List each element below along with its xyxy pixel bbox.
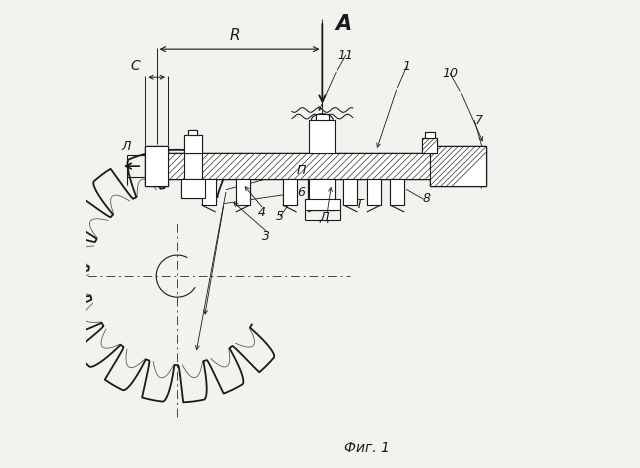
Text: 3: 3 <box>262 230 270 243</box>
Text: Д: Д <box>320 211 330 224</box>
Text: 8: 8 <box>423 192 431 205</box>
Bar <box>426 132 435 138</box>
Bar <box>184 135 202 153</box>
Bar <box>390 179 404 205</box>
Bar <box>308 179 323 205</box>
Bar <box>145 146 168 186</box>
Text: C: C <box>131 58 140 73</box>
Bar <box>180 179 205 198</box>
Text: Л: Л <box>121 140 131 153</box>
Text: 7: 7 <box>474 114 483 127</box>
Text: 1: 1 <box>403 60 411 73</box>
Text: 11: 11 <box>338 49 354 62</box>
Bar <box>430 146 486 186</box>
Bar <box>316 114 329 120</box>
Text: А: А <box>335 15 351 34</box>
Bar <box>305 199 340 210</box>
Text: П: П <box>296 164 306 177</box>
Bar <box>184 153 202 179</box>
Text: 2: 2 <box>474 163 483 176</box>
Bar <box>310 179 335 210</box>
Text: 4: 4 <box>257 206 266 219</box>
Text: 10: 10 <box>442 67 458 80</box>
Bar <box>422 138 438 153</box>
Bar <box>367 179 381 205</box>
Bar <box>236 179 250 205</box>
Bar <box>189 130 197 135</box>
Bar <box>310 120 335 153</box>
Text: Т: Т <box>356 198 364 212</box>
Bar <box>168 153 477 179</box>
Text: Фиг. 1: Фиг. 1 <box>344 441 390 455</box>
Bar <box>283 179 296 205</box>
Bar <box>202 179 216 205</box>
Text: R: R <box>230 28 240 43</box>
Text: 6: 6 <box>298 186 305 199</box>
Text: 5: 5 <box>276 210 284 223</box>
Bar <box>344 179 357 205</box>
